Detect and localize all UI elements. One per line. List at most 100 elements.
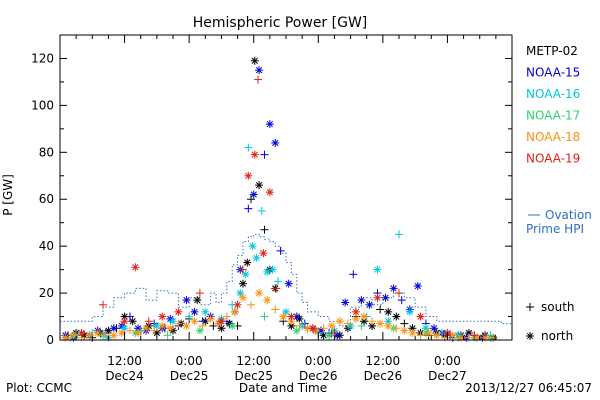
data-point — [228, 321, 237, 330]
data-point-stroke — [382, 294, 389, 301]
data-point — [93, 328, 102, 337]
data-point — [150, 326, 159, 335]
data-point-stroke — [239, 294, 247, 301]
data-point — [252, 253, 261, 262]
data-point — [268, 265, 277, 274]
data-point-stroke — [153, 329, 161, 337]
data-point — [69, 331, 78, 340]
data-point-stroke — [94, 329, 101, 337]
data-point — [241, 270, 250, 279]
data-point — [349, 270, 358, 279]
data-point — [292, 312, 301, 321]
data-point — [368, 317, 377, 326]
data-point — [244, 143, 253, 152]
data-point-stroke — [237, 289, 244, 297]
legend-entry: NOAA-15 — [526, 66, 580, 80]
data-point-stroke — [336, 318, 343, 325]
data-point-stroke — [231, 308, 239, 315]
y-tick-label: 120 — [31, 51, 54, 65]
data-point — [335, 317, 344, 326]
data-point — [190, 317, 199, 326]
data-point-stroke — [218, 325, 225, 332]
data-point-stroke — [121, 325, 128, 332]
data-point — [101, 331, 110, 340]
data-point-stroke — [110, 332, 117, 339]
data-point-stroke — [86, 332, 93, 339]
data-point — [263, 267, 272, 276]
data-point-stroke — [191, 308, 198, 315]
x-tick-time: 12:00 — [236, 354, 271, 368]
x-axis: 12:00Dec240:00Dec2512:00Dec250:00Dec2612… — [59, 35, 513, 383]
data-point-stroke — [242, 271, 249, 278]
data-point-stroke — [360, 313, 368, 320]
ovation-legend: Ovation Prime HPI — [526, 208, 592, 236]
data-point — [158, 312, 167, 321]
data-point — [254, 75, 263, 84]
data-point — [185, 312, 194, 321]
data-point-stroke — [433, 332, 440, 339]
data-point-stroke — [328, 322, 335, 330]
data-point-stroke — [347, 322, 354, 330]
data-point — [238, 265, 247, 274]
data-point — [273, 277, 282, 286]
data-point-stroke — [288, 313, 295, 320]
data-point-stroke — [234, 301, 241, 308]
data-point-stroke — [245, 172, 252, 179]
data-point — [77, 328, 86, 337]
data-point-stroke — [239, 280, 247, 287]
data-point-stroke — [409, 329, 416, 337]
data-point-stroke — [249, 243, 256, 250]
data-point — [198, 321, 207, 330]
marker-legend-entry: north — [526, 329, 573, 343]
data-point — [284, 279, 293, 288]
data-point — [295, 321, 304, 330]
data-point — [247, 300, 256, 309]
data-point — [120, 317, 129, 326]
data-point-stroke — [374, 294, 381, 301]
data-point — [413, 282, 422, 291]
series-noaa-18 — [61, 289, 498, 342]
data-point-stroke — [358, 296, 365, 304]
legend-entry: METP-02 — [526, 44, 578, 58]
data-point-stroke — [417, 313, 424, 320]
data-point-stroke — [260, 250, 267, 257]
data-point-stroke — [70, 332, 77, 339]
data-point — [255, 66, 264, 75]
x-tick-time: 12:00 — [366, 354, 401, 368]
data-point-stroke — [465, 329, 473, 337]
data-point — [260, 150, 269, 159]
data-point-stroke — [134, 329, 142, 337]
data-point — [271, 305, 280, 314]
data-point — [244, 171, 253, 180]
data-point-stroke — [288, 318, 295, 325]
data-point — [128, 317, 137, 326]
data-point-stroke — [169, 318, 177, 325]
data-point-stroke — [132, 264, 139, 271]
legend: METP-02 NOAA-15 NOAA-16 NOAA-17 NOAA-18 NOAA-… — [526, 44, 580, 166]
data-point-stroke — [333, 332, 341, 339]
data-point-stroke — [430, 325, 438, 332]
data-point — [260, 312, 269, 321]
data-point — [142, 324, 151, 333]
data-point-stroke — [360, 318, 368, 325]
data-point-stroke — [374, 266, 381, 273]
data-point — [392, 324, 401, 333]
y-tick-label: 20 — [39, 286, 54, 300]
data-point — [470, 331, 479, 340]
data-point — [125, 312, 134, 321]
data-point — [257, 206, 266, 215]
data-point — [109, 324, 118, 333]
x-tick-time: 0:00 — [305, 354, 332, 368]
data-point — [144, 317, 153, 326]
y-tick-label: 0 — [46, 333, 54, 347]
data-point-stroke — [255, 67, 263, 74]
x-tick-time: 0:00 — [176, 354, 203, 368]
points-layer — [61, 56, 498, 342]
data-point-stroke — [293, 327, 300, 334]
data-point — [134, 328, 143, 337]
data-point — [158, 321, 167, 330]
chart-title: Hemispheric Power [GW] — [193, 15, 368, 31]
data-point — [330, 328, 339, 337]
data-point — [292, 326, 301, 335]
data-point — [400, 319, 409, 328]
